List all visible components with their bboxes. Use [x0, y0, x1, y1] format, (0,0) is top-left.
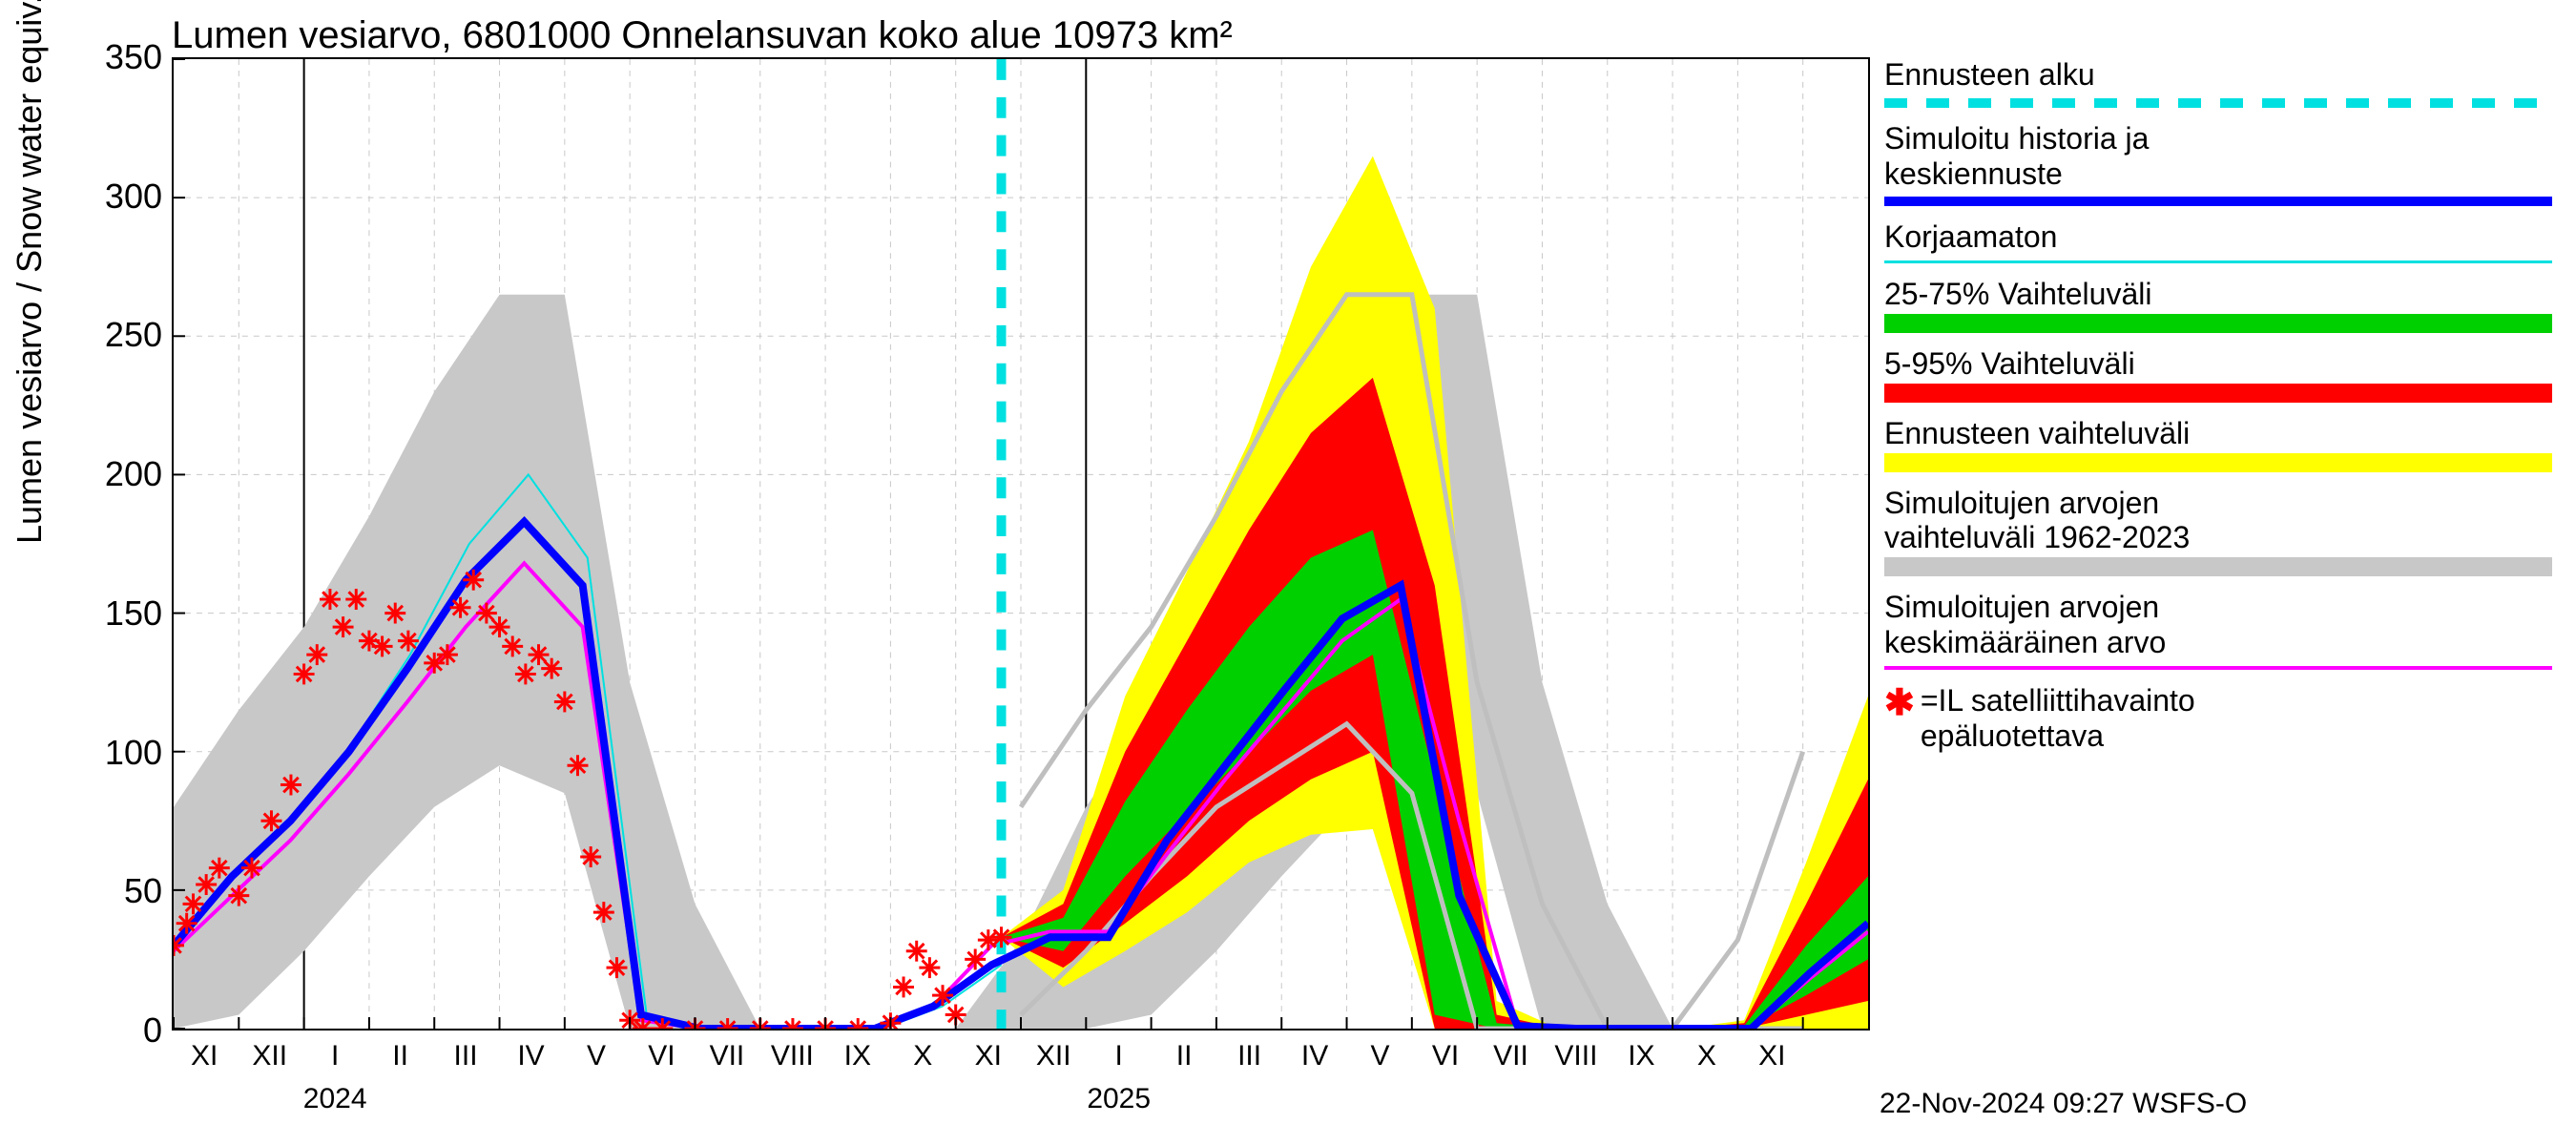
xtick-label: VII	[1493, 1040, 1528, 1072]
ytick-label: 350	[10, 37, 162, 77]
figure: Lumen vesiarvo, 6801000 Onnelansuvan kok…	[0, 0, 2576, 1145]
xtick-label: X	[913, 1040, 932, 1072]
ytick-label: 300	[10, 177, 162, 217]
xtick-label: I	[331, 1040, 339, 1072]
xtick-label: XII	[252, 1040, 287, 1072]
year-label: 2024	[303, 1083, 367, 1115]
legend-entry: Ennusteen alku	[1884, 57, 2552, 108]
xtick-label: VI	[1432, 1040, 1459, 1072]
legend-line	[1884, 260, 2552, 263]
plot-svg	[174, 59, 1868, 1029]
timestamp-footer: 22-Nov-2024 09:27 WSFS-O	[1880, 1088, 2247, 1120]
legend-label: 25-75% Vaihteluväli	[1884, 277, 2552, 312]
legend-label: ✱=IL satelliittihavainto epäluotettava	[1884, 683, 2552, 754]
legend-label: Ennusteen vaihteluväli	[1884, 416, 2552, 451]
xtick-label: V	[587, 1040, 606, 1072]
legend-label: Simuloitujen arvojen keskimääräinen arvo	[1884, 590, 2552, 660]
legend-swatch	[1884, 557, 2552, 576]
legend-swatch	[1884, 453, 2552, 472]
legend-entry: Simuloitujen arvojen vaihteluväli 1962-2…	[1884, 486, 2552, 577]
legend-label: Simuloitujen arvojen vaihteluväli 1962-2…	[1884, 486, 2552, 556]
xtick-label: XI	[191, 1040, 218, 1072]
legend-label: Simuloitu historia ja keskiennuste	[1884, 121, 2552, 192]
legend-swatch	[1884, 314, 2552, 333]
ytick-label: 250	[10, 315, 162, 355]
xtick-label: VI	[648, 1040, 675, 1072]
legend-entry: 25-75% Vaihteluväli	[1884, 277, 2552, 333]
xtick-label: IX	[844, 1040, 871, 1072]
legend-entry: ✱=IL satelliittihavainto epäluotettava	[1884, 683, 2552, 754]
xtick-label: IV	[517, 1040, 544, 1072]
xtick-label: I	[1115, 1040, 1123, 1072]
xtick-label: XI	[975, 1040, 1002, 1072]
legend-entry: Ennusteen vaihteluväli	[1884, 416, 2552, 472]
legend-label: 5-95% Vaihteluväli	[1884, 346, 2552, 382]
legend-dashed-line	[1884, 98, 2552, 108]
legend-label: Korjaamaton	[1884, 219, 2552, 255]
ytick-label: 100	[10, 733, 162, 773]
year-label: 2025	[1087, 1083, 1151, 1115]
legend-line	[1884, 197, 2552, 206]
xtick-label: XI	[1758, 1040, 1785, 1072]
xtick-label: V	[1371, 1040, 1390, 1072]
xtick-label: III	[454, 1040, 478, 1072]
xtick-label: III	[1237, 1040, 1261, 1072]
legend-swatch	[1884, 384, 2552, 403]
legend-entry: Korjaamaton	[1884, 219, 2552, 263]
plot-area	[172, 57, 1870, 1030]
legend: Ennusteen alku Simuloitu historia ja kesk…	[1884, 57, 2552, 766]
legend-entry: Simuloitu historia ja keskiennuste	[1884, 121, 2552, 207]
legend-entry: Simuloitujen arvojen keskimääräinen arvo	[1884, 590, 2552, 670]
xtick-label: VII	[710, 1040, 745, 1072]
chart-title: Lumen vesiarvo, 6801000 Onnelansuvan kok…	[172, 14, 1233, 57]
xtick-label: IV	[1301, 1040, 1328, 1072]
legend-entry: 5-95% Vaihteluväli	[1884, 346, 2552, 403]
asterisk-icon: ✱	[1884, 683, 1915, 725]
xtick-label: VIII	[1554, 1040, 1597, 1072]
xtick-label: II	[392, 1040, 408, 1072]
xtick-label: IX	[1628, 1040, 1654, 1072]
ytick-label: 0	[10, 1010, 162, 1051]
legend-line	[1884, 666, 2552, 670]
xtick-label: XII	[1036, 1040, 1071, 1072]
xtick-label: X	[1697, 1040, 1716, 1072]
xtick-label: VIII	[771, 1040, 814, 1072]
ytick-label: 200	[10, 454, 162, 494]
xtick-label: II	[1176, 1040, 1193, 1072]
legend-label: Ennusteen alku	[1884, 57, 2552, 93]
ytick-label: 50	[10, 871, 162, 911]
ytick-label: 150	[10, 593, 162, 634]
